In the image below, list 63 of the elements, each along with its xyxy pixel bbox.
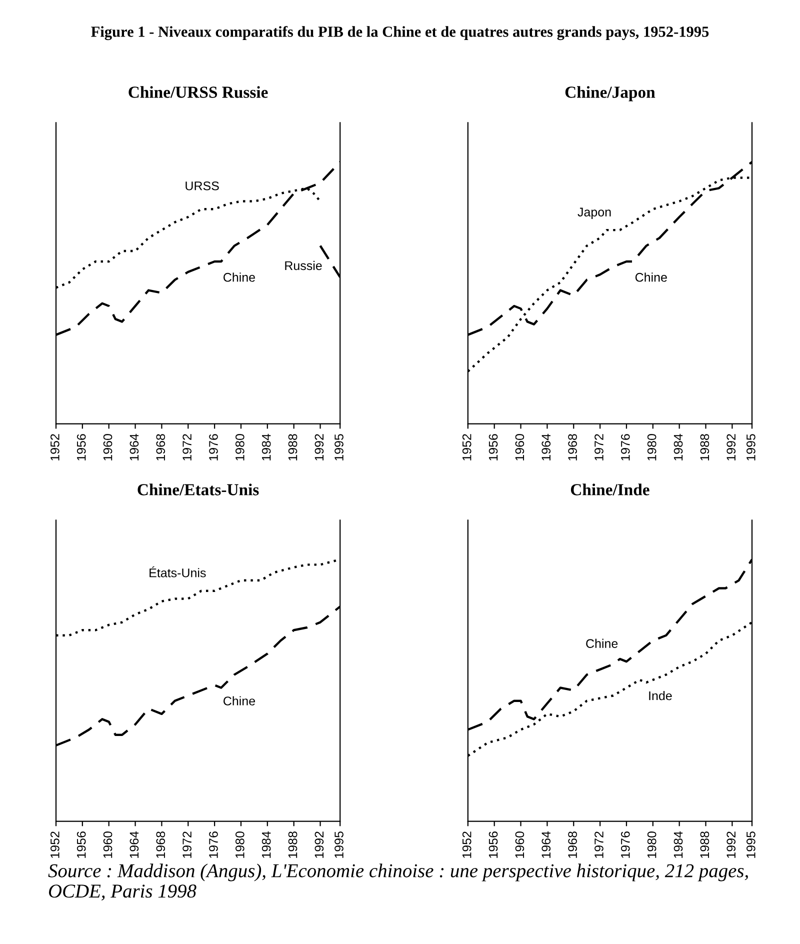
series-label: Japon	[578, 208, 611, 219]
x-tick-label: 1952	[462, 832, 472, 858]
x-tick-label: 1980	[647, 434, 656, 460]
x-tick-label: 1972	[594, 434, 604, 460]
x-tick-label: 1952	[462, 434, 472, 460]
x-tick-label: 1980	[235, 831, 244, 858]
x-tick-label: 1960	[515, 434, 524, 460]
x-tick-label: 1995	[746, 832, 756, 858]
x-tick-label: 1960	[103, 831, 112, 858]
x-tick-label: 1992	[314, 832, 324, 858]
x-tick-label: 1968	[568, 832, 577, 858]
x-tick-label: 1976	[209, 434, 218, 460]
x-tick-label: 1964	[130, 831, 139, 858]
x-tick-label: 1964	[130, 434, 139, 460]
series-label: Chine	[224, 272, 255, 282]
x-tick-label: 1952	[50, 434, 60, 460]
series-label: États-Unis	[150, 566, 206, 578]
x-tick-label: 1984	[262, 831, 271, 858]
x-tick-label: 1964	[542, 831, 551, 858]
x-tick-label: 1980	[647, 831, 656, 858]
x-tick-label: 1952	[50, 832, 60, 858]
series-label: Russie	[285, 260, 322, 270]
series-label: Chine	[224, 696, 255, 706]
x-tick-label: 1995	[334, 434, 344, 460]
chart-title: Chine/Inde	[570, 484, 650, 496]
x-tick-label: 1968	[156, 832, 166, 858]
x-tick-label: 1995	[746, 434, 756, 460]
x-tick-label: 1995	[334, 832, 344, 858]
x-tick-label: 1960	[515, 831, 524, 858]
series-label: Chine	[635, 272, 667, 282]
x-tick-label: 1964	[542, 434, 551, 460]
x-tick-label: 1988	[288, 832, 298, 858]
x-tick-label: 1988	[700, 434, 710, 460]
series-label: URSS	[186, 181, 219, 190]
series-label: Inde	[649, 691, 672, 700]
x-tick-label: 1976	[620, 434, 630, 460]
series-label: Chine	[586, 638, 618, 648]
x-tick-label: 1960	[103, 434, 112, 460]
x-tick-label: 1992	[314, 434, 324, 460]
x-tick-label: 1972	[182, 832, 192, 858]
source-note: Source : Maddison (Angus), L'Economie chinoise : une perspective historique, 212 pages, OCDE, Paris 1998	[48, 864, 748, 900]
x-tick-label: 1956	[488, 434, 498, 460]
x-tick-label: 1980	[235, 434, 244, 460]
x-tick-label: 1956	[488, 832, 498, 858]
x-tick-label: 1988	[700, 832, 710, 858]
chart-title: Chine/URSS Russie	[128, 86, 268, 98]
x-tick-label: 1972	[594, 832, 604, 858]
x-tick-label: 1972	[182, 434, 192, 460]
x-tick-label: 1988	[288, 434, 298, 460]
x-tick-label: 1992	[726, 832, 736, 858]
x-tick-label: 1968	[568, 434, 577, 460]
x-tick-label: 1984	[674, 434, 683, 460]
x-tick-label: 1956	[76, 434, 86, 460]
x-tick-label: 1984	[262, 434, 271, 460]
x-tick-label: 1992	[726, 434, 736, 460]
x-tick-label: 1968	[156, 434, 166, 460]
x-tick-label: 1956	[76, 832, 86, 858]
caption: Figure 1 - Niveaux comparatifs du PIB de la Chine et de quatres autres grands pays, 1952-1995	[91, 26, 709, 40]
x-tick-label: 1976	[620, 832, 630, 858]
x-tick-label: 1984	[674, 831, 683, 858]
chart-title: Chine/Japon	[565, 86, 656, 102]
chart-title: Chine/Etats-Unis	[138, 484, 259, 496]
x-tick-label: 1976	[209, 832, 218, 858]
